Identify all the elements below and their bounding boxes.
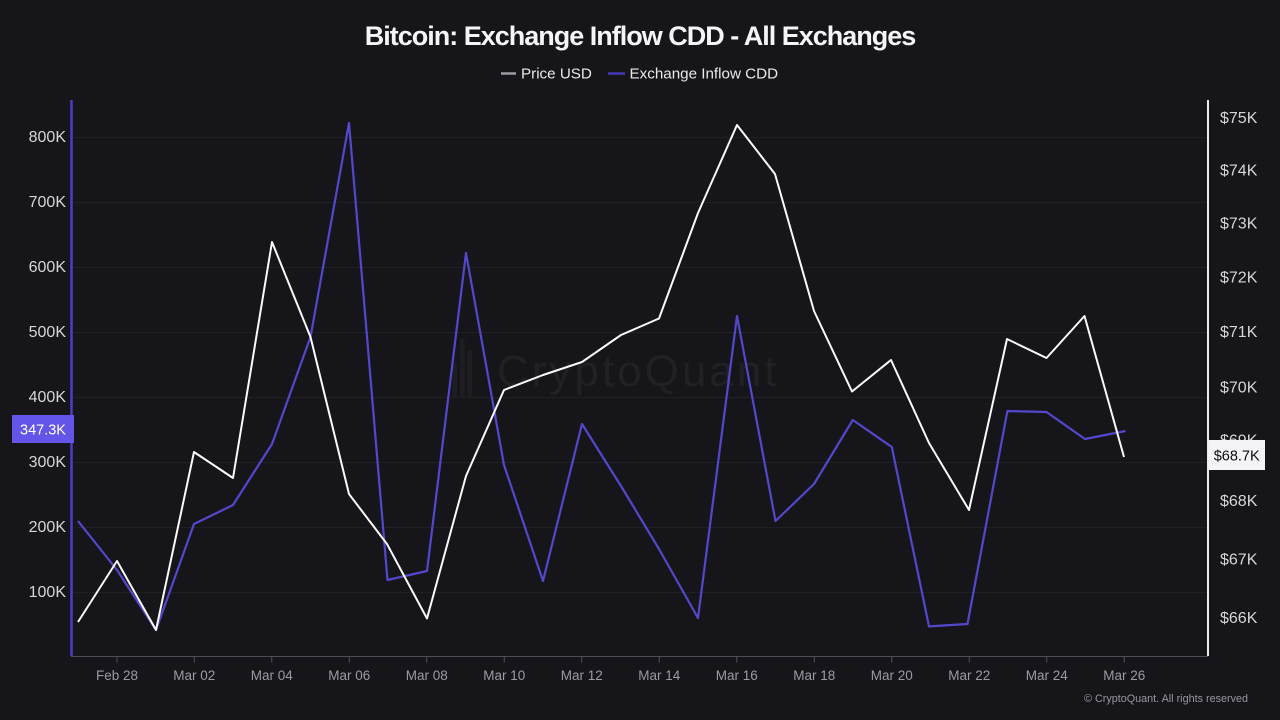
svg-text:CryptoQuant: CryptoQuant <box>497 347 779 396</box>
svg-text:$68K: $68K <box>1220 493 1258 510</box>
svg-text:Price USD: Price USD <box>521 66 592 83</box>
svg-text:$70K: $70K <box>1220 380 1258 397</box>
svg-text:Feb 28: Feb 28 <box>96 668 138 683</box>
svg-text:$72K: $72K <box>1220 270 1258 287</box>
svg-text:Mar 12: Mar 12 <box>561 668 603 683</box>
svg-text:© CryptoQuant. All rights rese: © CryptoQuant. All rights reserved <box>1084 693 1248 705</box>
svg-text:Mar 08: Mar 08 <box>406 668 448 683</box>
svg-text:Mar 26: Mar 26 <box>1103 668 1145 683</box>
svg-text:Mar 06: Mar 06 <box>328 668 370 683</box>
svg-text:200K: 200K <box>29 519 67 536</box>
svg-text:$67K: $67K <box>1220 552 1258 569</box>
svg-text:Mar 22: Mar 22 <box>948 668 990 683</box>
svg-text:300K: 300K <box>29 454 67 471</box>
svg-text:$75K: $75K <box>1220 110 1258 127</box>
svg-text:Mar 04: Mar 04 <box>251 668 294 683</box>
svg-text:Mar 14: Mar 14 <box>638 668 681 683</box>
svg-text:400K: 400K <box>29 389 67 406</box>
svg-text:Exchange Inflow CDD: Exchange Inflow CDD <box>630 66 779 83</box>
svg-text:Mar 10: Mar 10 <box>483 668 525 683</box>
svg-text:$66K: $66K <box>1220 610 1258 627</box>
svg-text:$68.7K: $68.7K <box>1214 448 1260 464</box>
svg-text:Mar 18: Mar 18 <box>793 668 835 683</box>
svg-text:Mar 24: Mar 24 <box>1026 668 1069 683</box>
svg-text:Bitcoin: Exchange Inflow CDD -: Bitcoin: Exchange Inflow CDD - All Excha… <box>365 21 916 51</box>
svg-text:347.3K: 347.3K <box>20 423 66 439</box>
svg-text:$74K: $74K <box>1220 163 1258 180</box>
svg-text:$71K: $71K <box>1220 324 1258 341</box>
svg-text:600K: 600K <box>29 259 67 276</box>
svg-text:Mar 16: Mar 16 <box>716 668 758 683</box>
svg-text:100K: 100K <box>29 584 67 601</box>
svg-text:$73K: $73K <box>1220 216 1258 233</box>
svg-text:700K: 700K <box>29 194 67 211</box>
svg-text:800K: 800K <box>29 129 67 146</box>
svg-text:Mar 02: Mar 02 <box>173 668 215 683</box>
svg-text:Mar 20: Mar 20 <box>871 668 913 683</box>
svg-text:500K: 500K <box>29 324 67 341</box>
